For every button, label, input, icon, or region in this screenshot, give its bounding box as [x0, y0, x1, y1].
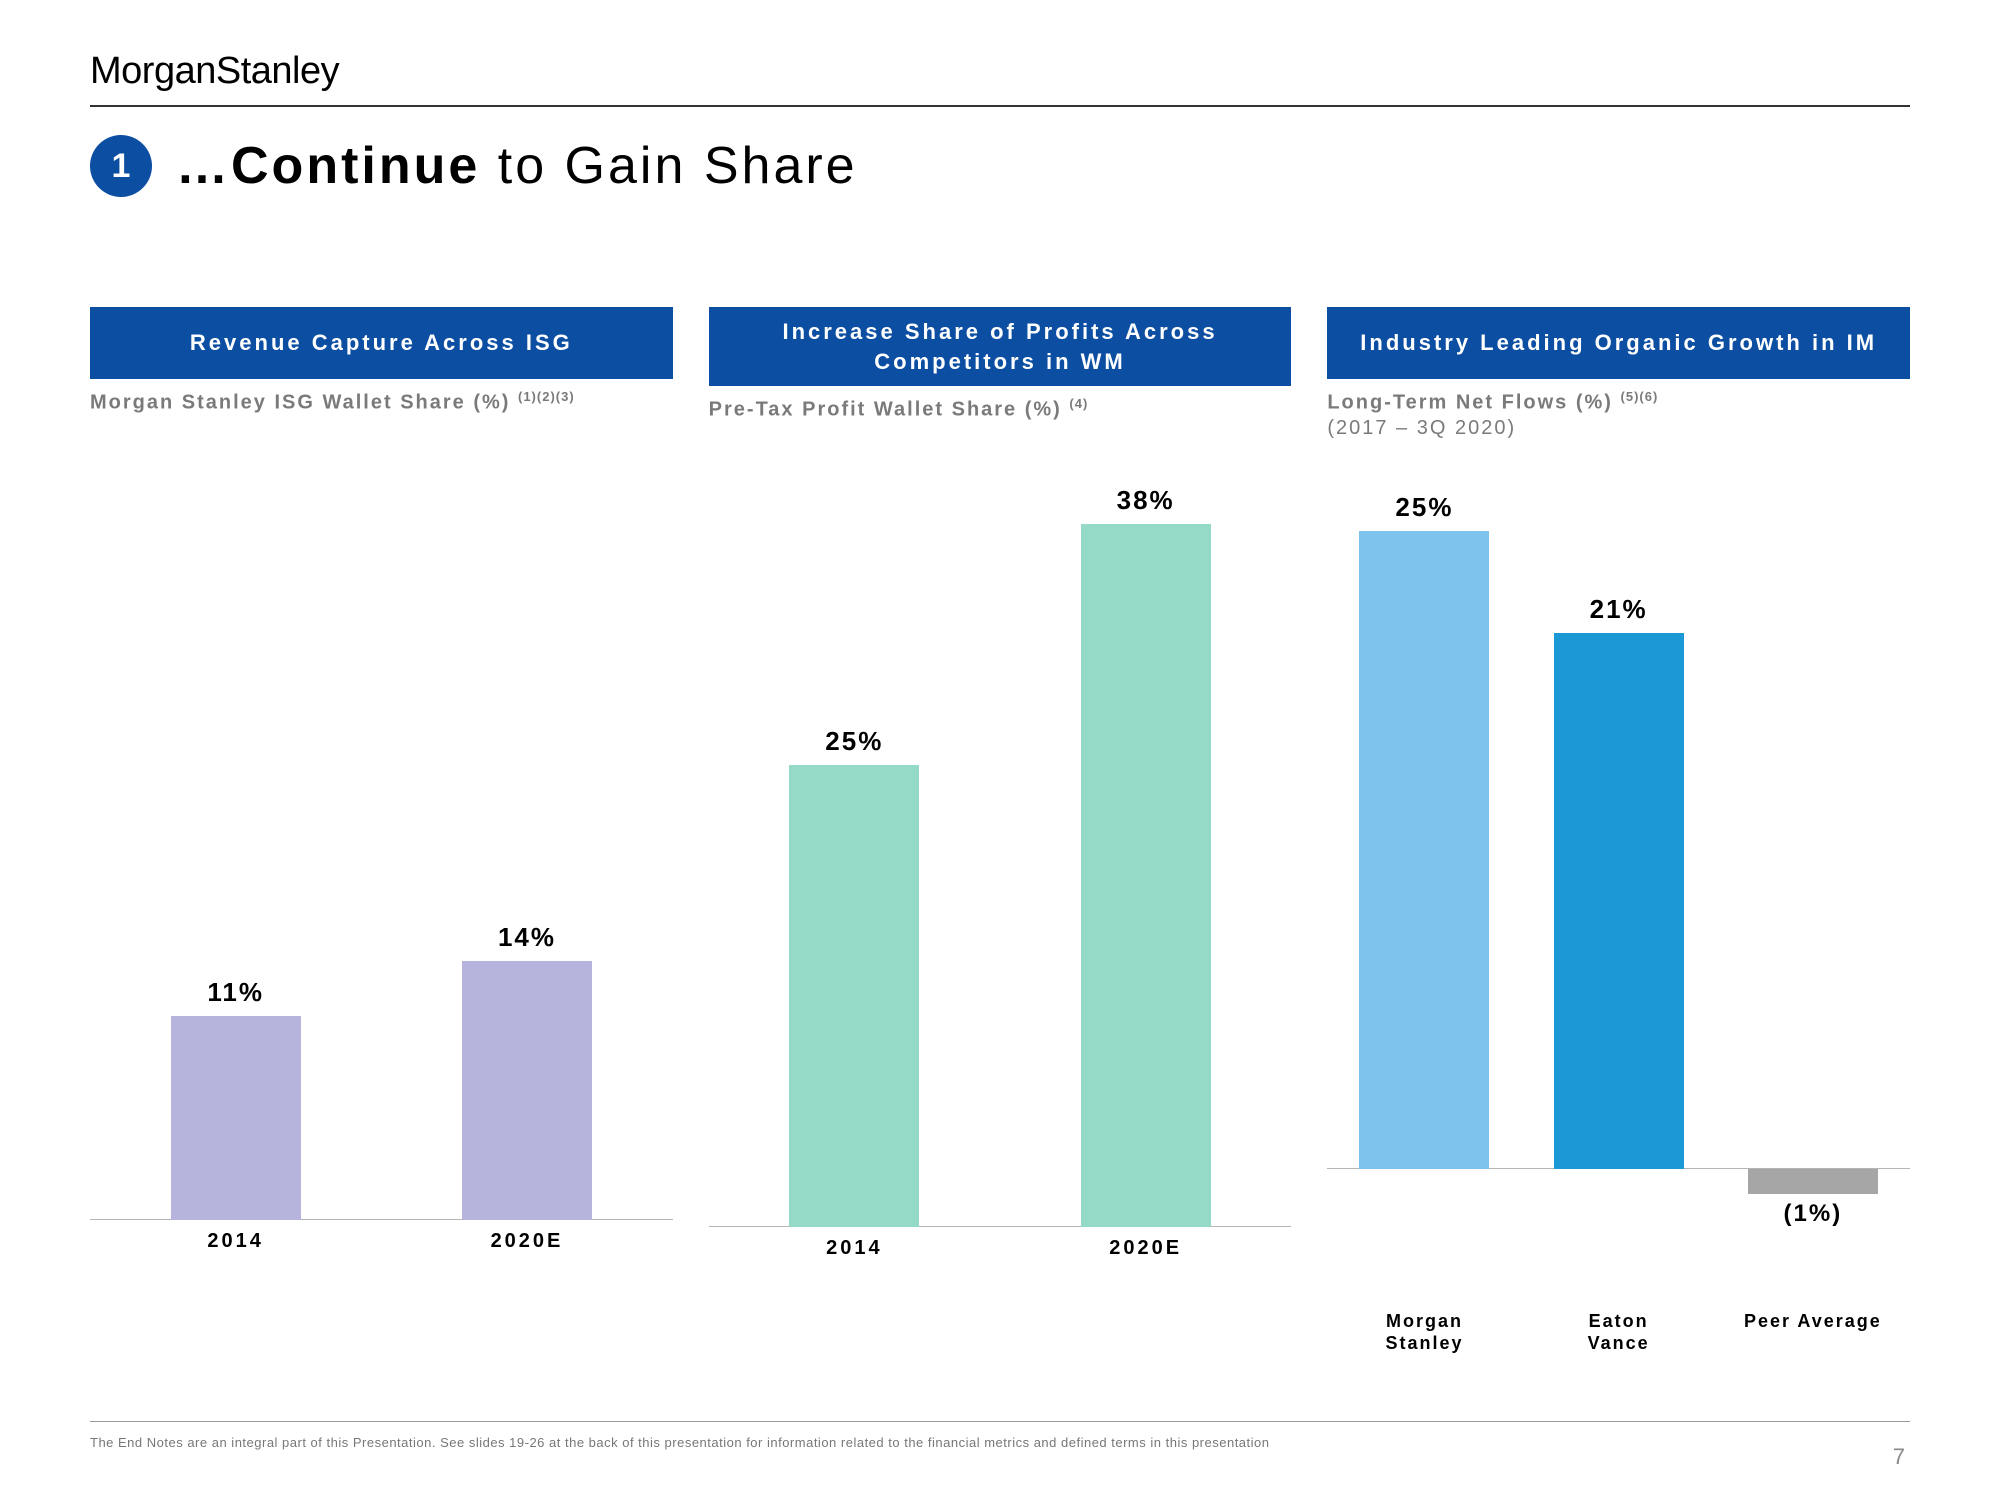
- x-axis-label: EatonVance: [1534, 1310, 1704, 1355]
- footer-rule: [90, 1421, 1910, 1422]
- x-axis-label: 2020E: [442, 1230, 612, 1253]
- x-axis-labels: 2014 2020E: [90, 1230, 673, 1253]
- panel: Increase Share of Profits Across Competi…: [709, 307, 1292, 1355]
- header-rule: [90, 105, 1910, 107]
- bar-value-label: 21%: [1590, 594, 1648, 625]
- slide-title: …Continue to Gain Share: [176, 136, 858, 196]
- bar: [1359, 531, 1489, 1169]
- bar-value-label: 38%: [1117, 485, 1175, 516]
- title-row: 1 …Continue to Gain Share: [90, 135, 1910, 197]
- footnote-text: The End Notes are an integral part of th…: [90, 1435, 1880, 1450]
- page-number: 7: [1893, 1444, 1905, 1470]
- panel-subtitle: Long-Term Net Flows (%) (5)(6): [1327, 389, 1910, 415]
- panel-subtitle-2: (2017 – 3Q 2020): [1327, 417, 1910, 440]
- bar-value-label: 14%: [498, 922, 556, 953]
- bar: [1554, 633, 1684, 1169]
- bar-value-label: 25%: [1395, 492, 1453, 523]
- chart-area: 25% 21% (1%): [1327, 480, 1910, 1220]
- x-axis-labels: MorganStanley EatonVance Peer Average: [1327, 1310, 1910, 1355]
- bar-group: 25%: [769, 726, 939, 1228]
- x-axis-label: MorganStanley: [1339, 1310, 1509, 1355]
- bar: [789, 765, 919, 1228]
- bar-value-label: (1%): [1784, 1200, 1843, 1228]
- panel-header: Increase Share of Profits Across Competi…: [709, 307, 1292, 386]
- chart-area: 11% 14%: [90, 480, 673, 1220]
- bar: [462, 961, 592, 1220]
- panel: Revenue Capture Across ISG Morgan Stanley…: [90, 307, 673, 1355]
- panel-header: Revenue Capture Across ISG: [90, 307, 673, 379]
- bars-container: 25% 38%: [709, 487, 1292, 1227]
- bars-container: 25% 21% (1%): [1327, 480, 1910, 1220]
- title-bold: …Continue: [176, 137, 480, 195]
- logo-part2: Stanley: [216, 50, 339, 92]
- bar-group: 11%: [151, 977, 321, 1220]
- section-number-badge: 1: [90, 135, 152, 197]
- bar: [171, 1016, 301, 1220]
- bar: [1748, 1169, 1878, 1195]
- bars-container: 11% 14%: [90, 480, 673, 1220]
- bar-group: 25%: [1339, 492, 1509, 1220]
- panel-header: Industry Leading Organic Growth in IM: [1327, 307, 1910, 379]
- bar-value-label: 25%: [825, 726, 883, 757]
- badge-number: 1: [112, 147, 131, 186]
- logo-part1: Morgan: [90, 50, 216, 92]
- x-axis-label: 2014: [769, 1237, 939, 1260]
- x-axis-labels: 2014 2020E: [709, 1237, 1292, 1260]
- panel-subtitle: Morgan Stanley ISG Wallet Share (%) (1)(…: [90, 389, 673, 415]
- x-axis-label: Peer Average: [1728, 1310, 1898, 1355]
- bar-group: 21%: [1534, 594, 1704, 1220]
- bar-group: 38%: [1061, 485, 1231, 1227]
- panel: Industry Leading Organic Growth in IM Lon…: [1327, 307, 1910, 1355]
- panel-subtitle: Pre-Tax Profit Wallet Share (%) (4): [709, 396, 1292, 422]
- title-rest: to Gain Share: [480, 137, 857, 195]
- panel-subtitle-2: [90, 417, 673, 440]
- panels-container: Revenue Capture Across ISG Morgan Stanley…: [90, 307, 1910, 1355]
- panel-subtitle-2: [709, 424, 1292, 447]
- bar-group: 14%: [442, 922, 612, 1220]
- chart-area: 25% 38%: [709, 487, 1292, 1227]
- bar: [1081, 524, 1211, 1227]
- x-axis-label: 2020E: [1061, 1237, 1231, 1260]
- brand-logo: MorganStanley: [90, 50, 1910, 93]
- x-axis-label: 2014: [151, 1230, 321, 1253]
- bar-group: (1%): [1728, 480, 1898, 1220]
- bar-value-label: 11%: [207, 977, 264, 1008]
